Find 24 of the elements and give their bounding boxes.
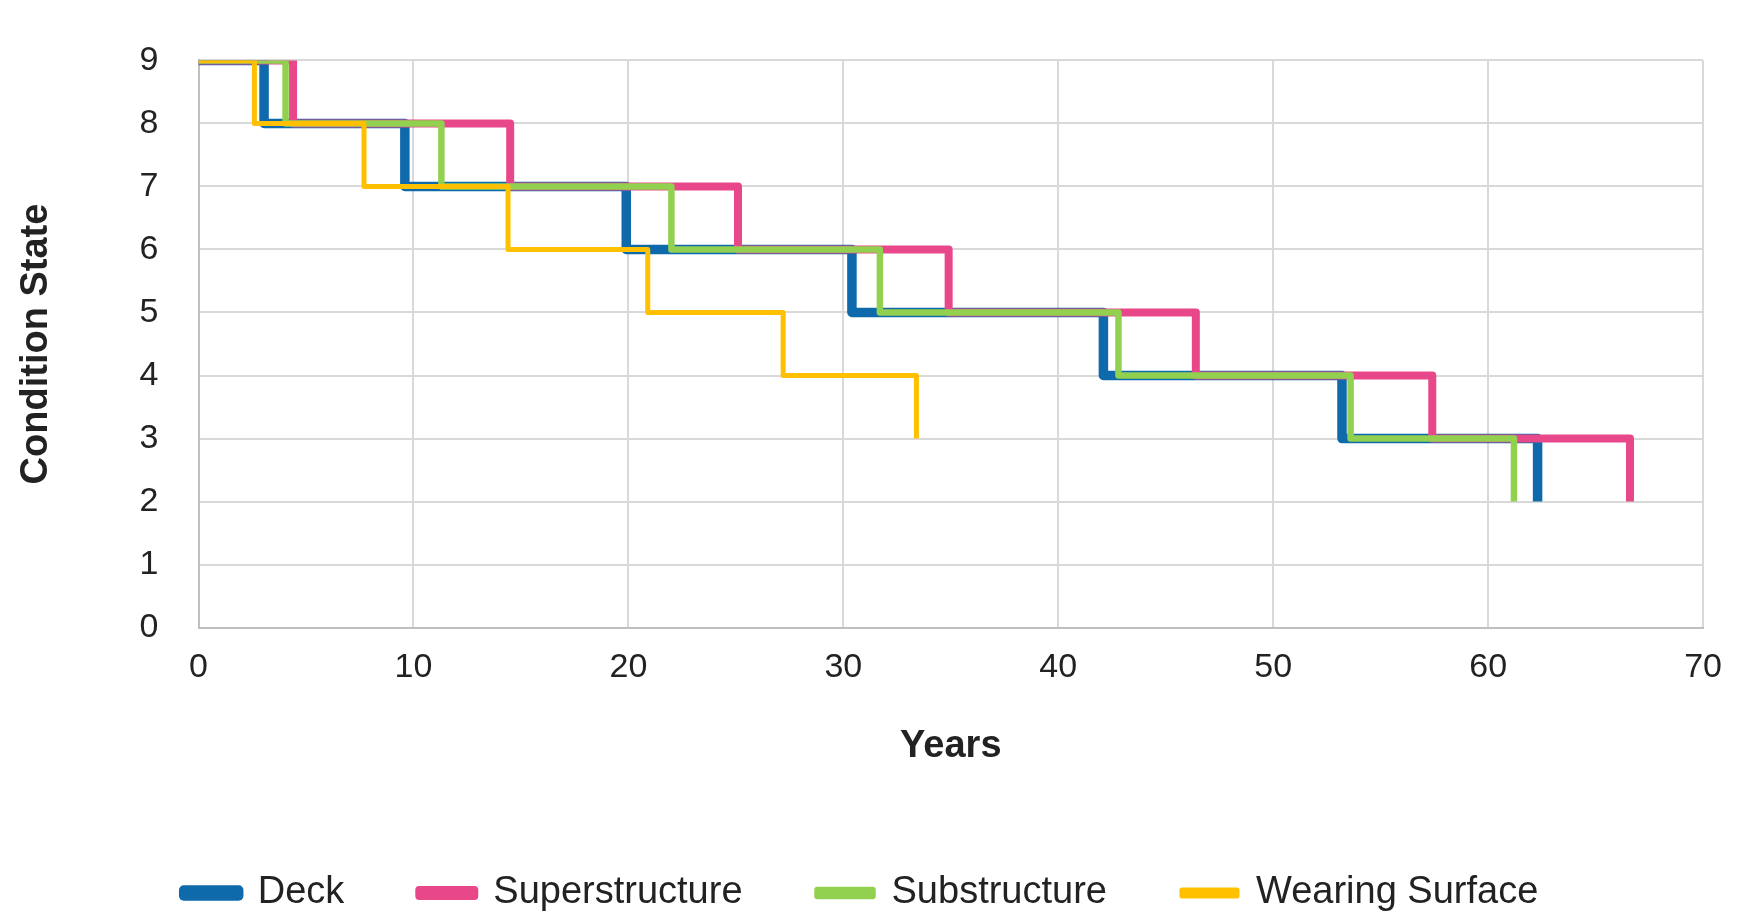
- legend-label: Substructure: [891, 869, 1107, 912]
- x-tick-label: 40: [1039, 646, 1078, 685]
- x-axis-title: Years: [900, 722, 1002, 765]
- y-tick-label: 6: [139, 227, 159, 266]
- y-tick-label: 1: [139, 542, 159, 581]
- legend-label: Deck: [257, 869, 346, 912]
- legend-label: Superstructure: [493, 869, 743, 912]
- x-tick-label: 30: [824, 646, 863, 685]
- x-tick-label: 0: [189, 646, 208, 685]
- y-axis-title: Condition State: [13, 203, 56, 485]
- y-tick-label: 9: [139, 38, 159, 77]
- y-tick-label: 0: [139, 605, 159, 644]
- x-tick-label: 70: [1684, 646, 1722, 685]
- y-tick-label: 3: [139, 416, 159, 455]
- x-tick-label: 60: [1469, 646, 1508, 685]
- legend-label: Wearing Surface: [1255, 869, 1539, 912]
- y-tick-label: 7: [139, 164, 159, 203]
- x-tick-label: 20: [609, 646, 648, 685]
- y-tick-label: 5: [139, 290, 159, 329]
- y-tick-label: 4: [139, 353, 159, 392]
- y-tick-label: 8: [139, 101, 159, 140]
- x-tick-label: 50: [1254, 646, 1293, 685]
- x-tick-label: 10: [394, 646, 433, 685]
- y-tick-label: 2: [139, 479, 159, 518]
